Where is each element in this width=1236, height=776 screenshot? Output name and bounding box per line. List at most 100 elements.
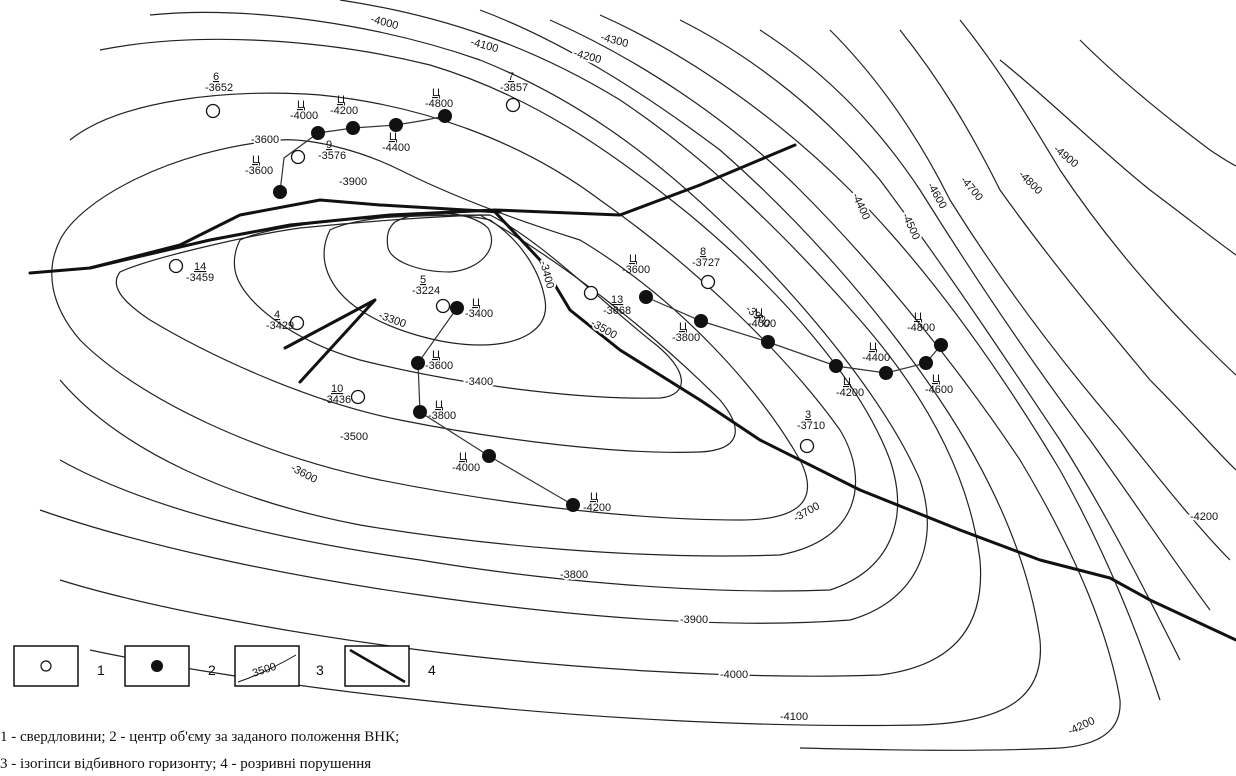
legend-item-center: 2 [124, 645, 216, 687]
fault-symbol-icon [349, 648, 406, 684]
contour-label: -4400 [849, 191, 872, 222]
volume-center: Ц-3800 [672, 314, 708, 344]
well: 5-3224 [412, 274, 451, 314]
center-label: Ц [472, 297, 480, 309]
contour-label: -3600 [289, 462, 319, 486]
center-depth: -4000 [290, 110, 318, 122]
contour-label: -3500 [340, 431, 368, 443]
fault-line [28, 198, 502, 275]
contour-line [999, 59, 1236, 256]
center-icon [639, 290, 653, 304]
contour-label: -4800 [1016, 169, 1044, 197]
center-label: Ц [252, 154, 260, 166]
center-depth: -4800 [425, 98, 453, 110]
contour-line [59, 38, 898, 592]
well-depth: -3224 [412, 285, 440, 297]
well-depth: -3710 [797, 420, 825, 432]
center-label: Ц [590, 491, 598, 503]
well-icon [435, 298, 451, 314]
well: 9-3576 [290, 139, 346, 165]
center-depth: -4200 [836, 387, 864, 399]
center-depth: -4800 [907, 322, 935, 334]
contour-line [89, 9, 1042, 727]
contour-line [115, 214, 736, 453]
well-number: 7 [508, 71, 514, 83]
center-depth: -4000 [452, 462, 480, 474]
well: 14-3459 [168, 258, 214, 284]
well-depth: -3857 [500, 82, 528, 94]
contour-line [39, 11, 928, 624]
contour-label: -4100 [780, 711, 808, 723]
center-icon [829, 359, 843, 373]
caption-line-2: 3 - ізогіпси відбивного горизонту; 4 - р… [0, 756, 371, 772]
center-icon [438, 109, 452, 123]
well: 6-3652 [205, 71, 233, 119]
center-icon [761, 335, 775, 349]
center-label: Ц [629, 253, 637, 265]
well-icon [505, 97, 521, 113]
contour-line [759, 29, 1211, 611]
center-label: Ц [679, 321, 687, 333]
well-depth: -3429 [266, 320, 294, 332]
well-depth: -3436 [323, 394, 351, 406]
contour-line [233, 214, 682, 399]
volume-center: Ц-4000 [290, 99, 325, 140]
center-label: Ц [389, 131, 397, 143]
center-depth: -3600 [245, 165, 273, 177]
well-icon [350, 389, 366, 405]
well-number: 10 [331, 383, 343, 395]
legend-item-contour: 3500 3 [234, 645, 324, 687]
well-number: 13 [611, 294, 623, 306]
well-icon [289, 315, 305, 331]
well-icon [583, 285, 599, 301]
legend-number: 2 [208, 662, 216, 678]
well-depth: -3727 [692, 257, 720, 269]
contour-sample-icon [237, 654, 297, 683]
volume-center: Ц-3600 [245, 154, 287, 199]
legend-number: 1 [97, 662, 105, 678]
legend: 1 2 3500 3 4 [13, 645, 436, 687]
center-depth: -4200 [583, 502, 611, 514]
contour-line [1079, 39, 1236, 167]
well-icon [205, 103, 221, 119]
center-icon [482, 449, 496, 463]
wells: 6-36527-38579-357614-34594-34295-322410-… [168, 71, 825, 454]
center-icon [879, 366, 893, 380]
contour-label: -3800 [560, 569, 588, 581]
volume-center: Ц-4800 [907, 311, 948, 352]
center-icon [450, 301, 464, 315]
center-depth: -4400 [382, 142, 410, 154]
volume-center: Ц-4200 [829, 359, 864, 399]
contour-line [59, 92, 857, 557]
center-depth: -4400 [862, 352, 890, 364]
contour-label: -4200 [1066, 715, 1097, 738]
center-label: Ц [914, 311, 922, 323]
contour-line [959, 19, 1236, 376]
well: 4-3429 [266, 309, 305, 332]
contours [39, 0, 1236, 751]
center-icon [566, 498, 580, 512]
well-number: 14 [194, 261, 206, 273]
legend-item-fault: 4 [344, 645, 436, 687]
center-icon [934, 338, 948, 352]
volume-center: Ц-4000 [452, 449, 496, 474]
contour-label: -3400 [465, 376, 493, 388]
well-icon [290, 149, 306, 165]
fault-line [493, 210, 1236, 642]
contour-label: -3900 [339, 176, 367, 188]
well-number: 6 [213, 71, 219, 83]
center-depth: -3800 [428, 410, 456, 422]
volume-center: Ц-4800 [425, 87, 453, 123]
center-depth: -4000 [748, 318, 776, 330]
well: 13-3668 [583, 285, 631, 317]
faults [28, 143, 1236, 642]
center-depth: -4200 [330, 105, 358, 117]
center-symbol-icon [151, 660, 163, 672]
center-label: Ц [843, 376, 851, 388]
center-icon [346, 121, 360, 135]
center-label: Ц [337, 94, 345, 106]
legend-number: 3 [316, 662, 324, 678]
volume-centers: Ц-3600Ц-4000Ц-4200Ц-4400Ц-4800Ц-3400Ц-36… [245, 87, 953, 514]
contour-label: -4600 [924, 181, 948, 211]
volume-center: Ц-3400 [450, 297, 493, 320]
